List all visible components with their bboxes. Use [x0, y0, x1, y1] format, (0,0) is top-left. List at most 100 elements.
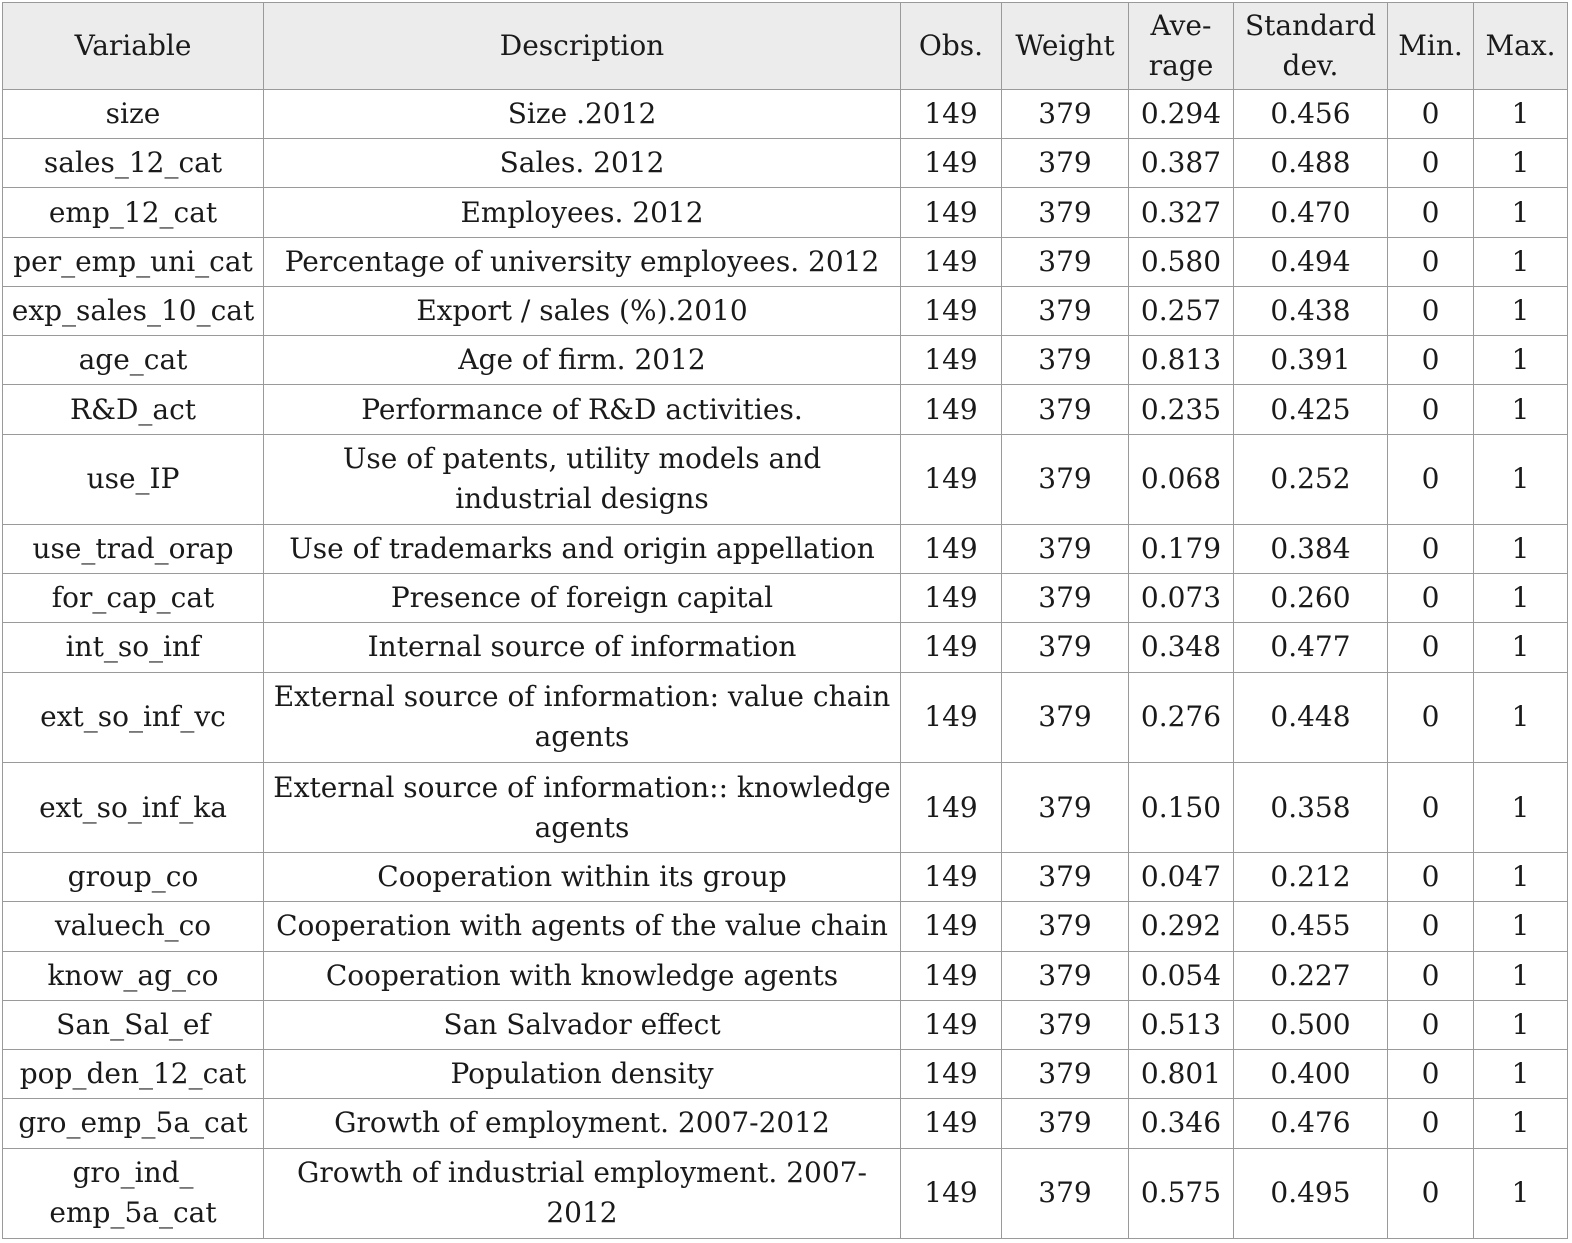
cell-max: 1 — [1473, 1147, 1568, 1240]
header-description: Description — [263, 2, 901, 90]
cell-weight: 379 — [1001, 950, 1129, 1001]
cell-description-line: agents — [534, 720, 630, 754]
cell-description-line: San Salvador effect — [443, 1007, 721, 1041]
cell-description-line: Employees. 2012 — [460, 195, 704, 229]
cell-description-line: Export / sales (%).2010 — [416, 294, 748, 328]
cell-description: Growth of industrial employment. 2007- 20… — [263, 1147, 901, 1240]
cell-description: Performance of R&D activities. — [263, 384, 901, 435]
cell-max: 1 — [1473, 187, 1568, 238]
cell-min: 0 — [1387, 88, 1474, 140]
cell-max: 1 — [1473, 950, 1568, 1001]
cell-description: Sales. 2012 — [263, 138, 901, 189]
cell-weight: 379 — [1001, 187, 1129, 238]
table-body: size Size .2012 149 379 0.294 0.456 0 1 sales_12… — [2, 88, 1568, 1240]
cell-max: 1 — [1473, 901, 1568, 952]
cell-std: 0.477 — [1233, 622, 1388, 673]
cell-obs: 149 — [900, 433, 1002, 525]
cell-obs: 149 — [900, 187, 1002, 238]
cell-max: 1 — [1473, 671, 1568, 763]
cell-description: Cooperation with knowledge agents — [263, 950, 901, 1001]
cell-description-line: Cooperation with knowledge agents — [325, 958, 839, 992]
cell-min: 0 — [1387, 138, 1474, 189]
cell-std: 0.500 — [1233, 999, 1388, 1051]
cell-min: 0 — [1387, 335, 1474, 386]
cell-average: 0.580 — [1128, 236, 1234, 287]
cell-std: 0.494 — [1233, 236, 1388, 287]
cell-average: 0.348 — [1128, 622, 1234, 673]
cell-variable: ext_so_inf_vc — [2, 671, 264, 763]
header-std-line1: Standard — [1244, 9, 1377, 42]
cell-description-line: Cooperation within its group — [377, 860, 787, 894]
cell-weight: 379 — [1001, 88, 1129, 140]
cell-description-line: Performance of R&D activities. — [361, 392, 803, 426]
cell-std: 0.476 — [1233, 1098, 1388, 1149]
cell-description-line: Growth of industrial employment. 2007- — [297, 1156, 867, 1190]
cell-variable-line: San_Sal_ef — [56, 1007, 210, 1041]
cell-description: Cooperation within its group — [263, 852, 901, 903]
cell-obs: 149 — [900, 88, 1002, 140]
cell-min: 0 — [1387, 901, 1474, 952]
table-row: int_so_inf Internal source of information… — [2, 622, 1568, 673]
cell-variable: ext_so_inf_ka — [2, 761, 264, 854]
table-row: pop_den_12_cat Population density 149 379 0.… — [2, 1049, 1568, 1100]
cell-min: 0 — [1387, 236, 1474, 287]
cell-min: 0 — [1387, 671, 1474, 763]
cell-obs: 149 — [900, 1098, 1002, 1149]
cell-description-line: industrial designs — [455, 482, 709, 516]
cell-std: 0.455 — [1233, 901, 1388, 952]
cell-max: 1 — [1473, 573, 1568, 624]
cell-obs: 149 — [900, 622, 1002, 673]
cell-weight: 379 — [1001, 433, 1129, 525]
header-variable: Variable — [2, 2, 264, 90]
cell-min: 0 — [1387, 285, 1474, 337]
header-weight: Weight — [1001, 2, 1129, 90]
cell-description-line: Presence of foreign capital — [390, 581, 774, 615]
cell-description: Growth of employment. 2007-2012 — [263, 1098, 901, 1149]
cell-obs: 149 — [900, 138, 1002, 189]
cell-std: 0.448 — [1233, 671, 1388, 763]
cell-std: 0.495 — [1233, 1147, 1388, 1240]
cell-description: Internal source of information — [263, 622, 901, 673]
cell-max: 1 — [1473, 433, 1568, 525]
cell-variable-line: use_trad_orap — [32, 532, 234, 566]
cell-max: 1 — [1473, 236, 1568, 287]
cell-min: 0 — [1387, 1147, 1474, 1240]
cell-variable: int_so_inf — [2, 622, 264, 673]
cell-average: 0.346 — [1128, 1098, 1234, 1149]
cell-variable-line: sales_12_cat — [43, 146, 223, 180]
table-row: use_IP Use of patents, utility models and… — [2, 433, 1568, 525]
cell-variable-line: for_cap_cat — [51, 581, 215, 615]
header-average: Ave- rage — [1128, 2, 1234, 90]
cell-variable: exp_sales_10_cat — [2, 285, 264, 337]
cell-description-line: agents — [534, 810, 630, 844]
cell-description: Use of trademarks and origin appellation — [263, 523, 901, 575]
cell-average: 0.294 — [1128, 88, 1234, 140]
cell-description: Age of firm. 2012 — [263, 335, 901, 386]
cell-variable-line: gro_ind_ — [72, 1156, 194, 1190]
cell-average: 0.276 — [1128, 671, 1234, 763]
cell-description-line: 2012 — [546, 1196, 618, 1230]
header-obs: Obs. — [900, 2, 1002, 90]
cell-weight: 379 — [1001, 852, 1129, 903]
cell-description: External source of information: value ch… — [263, 671, 901, 763]
cell-max: 1 — [1473, 285, 1568, 337]
cell-description: Cooperation with agents of the value cha… — [263, 901, 901, 952]
cell-variable-line: age_cat — [78, 343, 188, 377]
cell-max: 1 — [1473, 335, 1568, 386]
cell-variable-line: exp_sales_10_cat — [11, 294, 255, 328]
cell-description: Use of patents, utility models and indust… — [263, 433, 901, 525]
cell-description-line: Size .2012 — [507, 97, 657, 131]
cell-weight: 379 — [1001, 523, 1129, 575]
cell-average: 0.513 — [1128, 999, 1234, 1051]
cell-max: 1 — [1473, 999, 1568, 1051]
table-row: size Size .2012 149 379 0.294 0.456 0 1 — [2, 88, 1568, 140]
cell-weight: 379 — [1001, 236, 1129, 287]
cell-description-line: Use of patents, utility models and — [342, 442, 822, 476]
cell-std: 0.488 — [1233, 138, 1388, 189]
cell-obs: 149 — [900, 671, 1002, 763]
cell-variable: know_ag_co — [2, 950, 264, 1001]
cell-description: Export / sales (%).2010 — [263, 285, 901, 337]
cell-description: San Salvador effect — [263, 999, 901, 1051]
table-row: exp_sales_10_cat Export / sales (%).2010 1… — [2, 285, 1568, 337]
header-min: Min. — [1387, 2, 1474, 90]
